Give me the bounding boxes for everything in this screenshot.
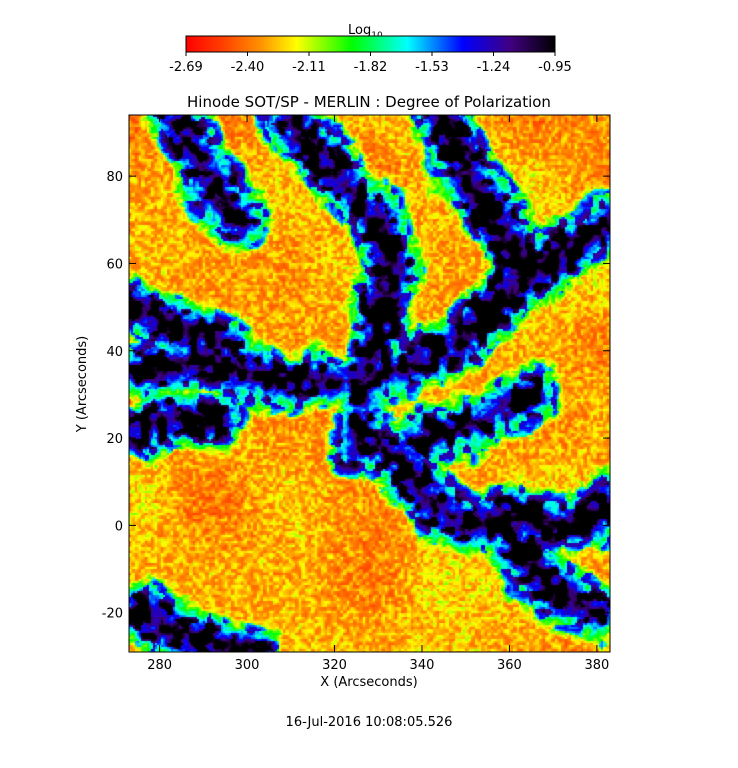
y-tick-label: 60 [106, 257, 123, 272]
y-tick-label: 0 [115, 519, 123, 534]
polarization-heatmap [129, 115, 610, 652]
colorbar-tick-label: -1.82 [354, 60, 388, 75]
colorbar [185, 35, 556, 53]
colorbar-tick-label: -2.69 [169, 60, 203, 75]
x-tick-label: 340 [410, 658, 435, 673]
plot-frame [128, 114, 611, 653]
x-tick-label: 320 [322, 658, 347, 673]
timestamp: 16-Jul-2016 10:08:05.526 [286, 715, 453, 730]
colorbar-tick-label: -0.95 [538, 60, 572, 75]
x-axis-label: X (Arcseconds) [320, 675, 417, 690]
y-tick-label: 80 [106, 170, 123, 185]
y-axis: -20 0 20 40 60 80 [102, 170, 610, 622]
x-tick-label: 300 [235, 658, 260, 673]
y-tick-label: 40 [106, 345, 123, 360]
x-tick-label: 380 [584, 658, 609, 673]
colorbar-tick-label: -1.24 [477, 60, 511, 75]
y-axis-label: Y (Arcseconds) [75, 336, 90, 433]
y-tick-label: -20 [102, 607, 123, 622]
x-tick-label: 280 [147, 658, 172, 673]
x-axis: 280 300 320 340 360 380 [147, 115, 609, 673]
colorbar-tick-label: -2.40 [231, 60, 265, 75]
chart-title: Hinode SOT/SP - MERLIN : Degree of Polar… [187, 93, 551, 111]
colorbar-tick-label: -1.53 [415, 60, 449, 75]
colorbar-tick-label: -2.11 [292, 60, 326, 75]
heatmap-canvas [129, 115, 610, 652]
y-tick-label: 20 [106, 432, 123, 447]
colorbar-ticks: -2.69 -2.40 -2.11 -1.82 -1.53 -1.24 -0.95 [169, 52, 572, 75]
x-tick-label: 360 [497, 658, 522, 673]
